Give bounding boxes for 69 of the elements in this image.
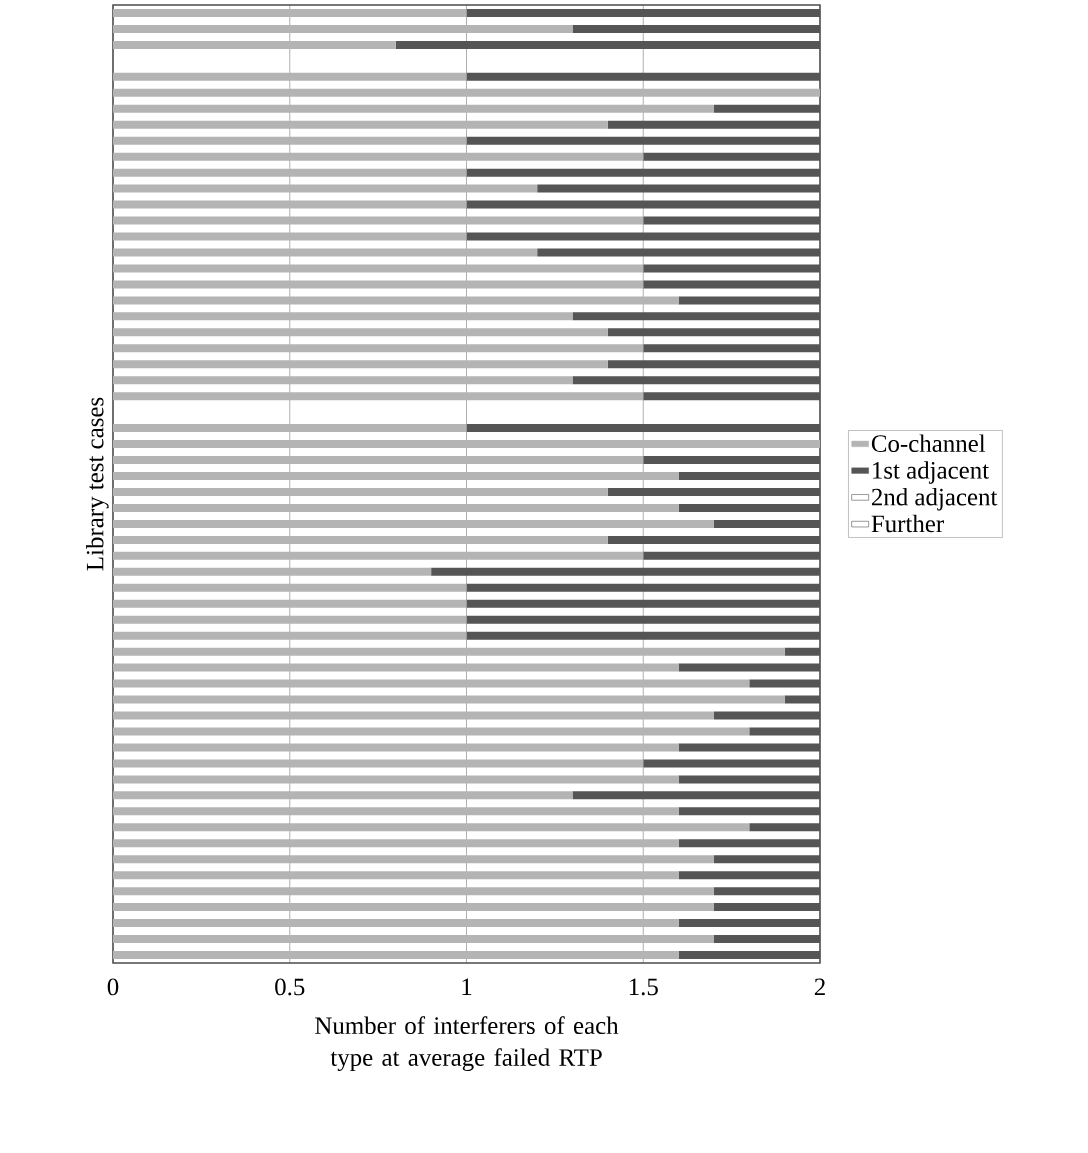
legend-label: 2nd adjacent xyxy=(871,487,998,511)
bar xyxy=(113,935,714,944)
bar xyxy=(113,424,467,433)
x-tick-label: 1.5 xyxy=(629,978,658,996)
bar xyxy=(113,503,679,512)
bar xyxy=(113,360,608,369)
bar xyxy=(113,472,679,481)
bar xyxy=(113,647,785,656)
bar xyxy=(113,8,467,17)
bar xyxy=(113,280,644,289)
bar xyxy=(113,631,467,640)
bar xyxy=(113,855,714,864)
bar xyxy=(113,392,644,401)
bar xyxy=(113,487,608,496)
bar xyxy=(113,871,679,880)
bar xyxy=(113,136,467,145)
bar xyxy=(113,679,750,688)
bar xyxy=(113,40,396,49)
y-axis-title: Library test cases xyxy=(85,397,109,571)
bar xyxy=(113,551,644,560)
bar xyxy=(113,376,573,385)
bar xyxy=(113,583,467,592)
bar xyxy=(113,440,820,449)
bar xyxy=(113,839,679,848)
bar xyxy=(113,759,644,768)
bar xyxy=(113,695,785,704)
x-axis-title: Number of interferers of each type at average failed RTP xyxy=(315,1016,619,1072)
x-tick-label: 2 xyxy=(814,978,825,996)
bar xyxy=(113,216,644,225)
bar xyxy=(113,120,608,129)
bar xyxy=(113,184,538,193)
bar xyxy=(113,72,467,81)
bar xyxy=(113,104,714,113)
x-tick-label: 1 xyxy=(462,978,472,995)
legend-label: Further xyxy=(871,514,944,533)
bar xyxy=(113,312,573,321)
bar xyxy=(113,567,432,576)
bar xyxy=(113,599,467,608)
bar xyxy=(113,743,679,752)
bar xyxy=(113,264,644,273)
bar xyxy=(113,152,644,161)
bar xyxy=(113,328,608,337)
legend-label: Co-channel xyxy=(871,434,986,453)
bar xyxy=(113,248,538,257)
bar xyxy=(113,775,679,784)
bar xyxy=(113,951,679,960)
bar xyxy=(113,887,714,896)
x-tick-label: 0 xyxy=(107,978,119,996)
bar xyxy=(113,791,573,800)
bar xyxy=(113,200,467,209)
bar xyxy=(113,919,679,928)
bar xyxy=(113,88,820,97)
bar xyxy=(113,727,750,736)
bar xyxy=(113,903,714,912)
bar xyxy=(113,456,644,465)
bar xyxy=(113,663,679,672)
x-tick-label: 0.5 xyxy=(275,978,305,996)
bar xyxy=(113,535,608,544)
bar xyxy=(113,711,714,720)
bar xyxy=(113,519,714,528)
bar xyxy=(113,615,467,624)
bar xyxy=(113,232,467,241)
bar xyxy=(113,24,573,33)
bar xyxy=(113,168,467,177)
bar xyxy=(113,344,644,353)
bar xyxy=(113,823,750,832)
legend-label: 1st adjacent xyxy=(873,461,989,484)
bar xyxy=(113,807,679,816)
bar xyxy=(113,296,679,305)
